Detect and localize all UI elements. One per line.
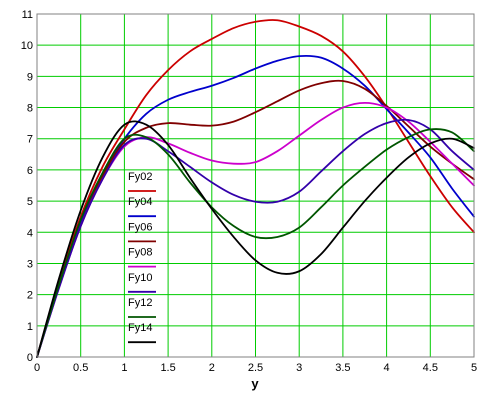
y-tick-label: 0 bbox=[27, 352, 33, 364]
legend-label: Fy10 bbox=[128, 272, 152, 284]
y-tick-label: 3 bbox=[27, 258, 33, 270]
x-tick-label: 0.5 bbox=[73, 362, 88, 374]
series-line-fy14 bbox=[36, 120, 475, 358]
y-tick-label: 11 bbox=[22, 9, 33, 21]
x-tick-label: 2.5 bbox=[248, 362, 263, 374]
tick-labels: 0 0.5 1 1.5 2 2.5 3 3.5 4 4.5 5 0 1 2 3 4 5 6 7 8 9 10 11 bbox=[21, 9, 477, 374]
y-tick-label: 7 bbox=[27, 134, 33, 146]
series-line-fy10 bbox=[36, 118, 475, 358]
x-tick-label: 5 bbox=[471, 362, 477, 374]
y-tick-label: 5 bbox=[27, 196, 33, 208]
x-tick-label: 1 bbox=[121, 362, 127, 374]
x-tick-label: 4.5 bbox=[423, 362, 438, 374]
y-tick-label: 10 bbox=[21, 40, 33, 52]
plot-border bbox=[36, 13, 475, 358]
legend: Fy02 Fy04 Fy06 Fy08 Fy10 Fy12 Fy14 bbox=[128, 171, 156, 344]
y-tick-label: 4 bbox=[27, 227, 33, 239]
y-tick-label: 8 bbox=[27, 103, 33, 115]
series-line-fy02 bbox=[36, 19, 475, 358]
legend-label: Fy06 bbox=[128, 221, 152, 233]
y-tick-label: 1 bbox=[27, 321, 33, 333]
legend-label: Fy04 bbox=[128, 196, 152, 208]
x-tick-label: 3 bbox=[296, 362, 302, 374]
legend-label: Fy08 bbox=[128, 247, 152, 259]
x-tick-label: 1.5 bbox=[160, 362, 175, 374]
series-line-fy12 bbox=[36, 128, 475, 358]
x-axis-label: y bbox=[251, 376, 259, 391]
plot-frame bbox=[36, 13, 475, 358]
x-tick-label: 4 bbox=[384, 362, 390, 374]
y-tick-label: 2 bbox=[27, 290, 33, 302]
x-tick-label: 2 bbox=[209, 362, 215, 374]
y-tick-label: 9 bbox=[27, 71, 33, 83]
x-tick-label: 0 bbox=[34, 362, 40, 374]
legend-label: Fy14 bbox=[128, 322, 152, 334]
y-tick-label: 6 bbox=[27, 165, 33, 177]
legend-label: Fy02 bbox=[128, 171, 152, 183]
series-group bbox=[36, 19, 475, 358]
x-tick-label: 3.5 bbox=[335, 362, 350, 374]
legend-label: Fy12 bbox=[128, 297, 152, 309]
grid bbox=[37, 14, 474, 357]
